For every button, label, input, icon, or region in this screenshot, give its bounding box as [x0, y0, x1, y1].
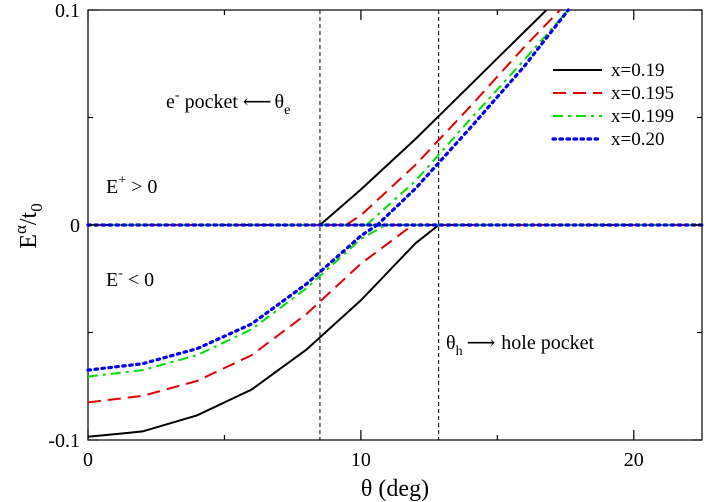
series-2-lower-curve [87, 224, 414, 404]
e-minus-label: E- < 0 [106, 266, 154, 291]
series-1-lower-curve [87, 224, 440, 438]
series-4 [86, 8, 704, 372]
hole-pocket-annotation: θh ⟶ hole pocket [446, 332, 594, 359]
y-tick-label: -0.1 [48, 430, 80, 452]
x-tick-label: 0 [83, 449, 93, 471]
x-tick-label: 20 [624, 449, 644, 471]
annotations: e- pocket ⟵ θe θh ⟶ hole pocket E+ > 0 E- <… [106, 88, 594, 359]
series-3-upper-curve [365, 9, 570, 226]
x-tick-label: 10 [351, 449, 371, 471]
series-3 [87, 9, 702, 378]
legend-label: x=0.19 [611, 60, 664, 81]
series-1-upper-curve [319, 9, 548, 226]
legend-label: x=0.20 [611, 129, 664, 150]
x-axis-title: θ (deg) [361, 476, 429, 502]
y-axis-title: Eα/t0 [11, 203, 46, 248]
electron-pocket-annotation: e- pocket ⟵ θe [166, 88, 290, 118]
series-2 [87, 9, 702, 404]
e-plus-label: E+ > 0 [106, 173, 157, 198]
y-tick-label: 0 [70, 215, 80, 237]
legend-label: x=0.195 [611, 83, 674, 104]
series-2-upper-curve [345, 9, 561, 226]
series-3-lower-curve [87, 224, 386, 378]
series-4-upper-curve [375, 8, 570, 227]
legend-label: x=0.199 [611, 106, 674, 127]
series-4-lower-curve [86, 223, 379, 372]
y-tick-label: 0.1 [55, 0, 80, 22]
plot-area: 0 10 20-0.100.1 [48, 0, 704, 471]
